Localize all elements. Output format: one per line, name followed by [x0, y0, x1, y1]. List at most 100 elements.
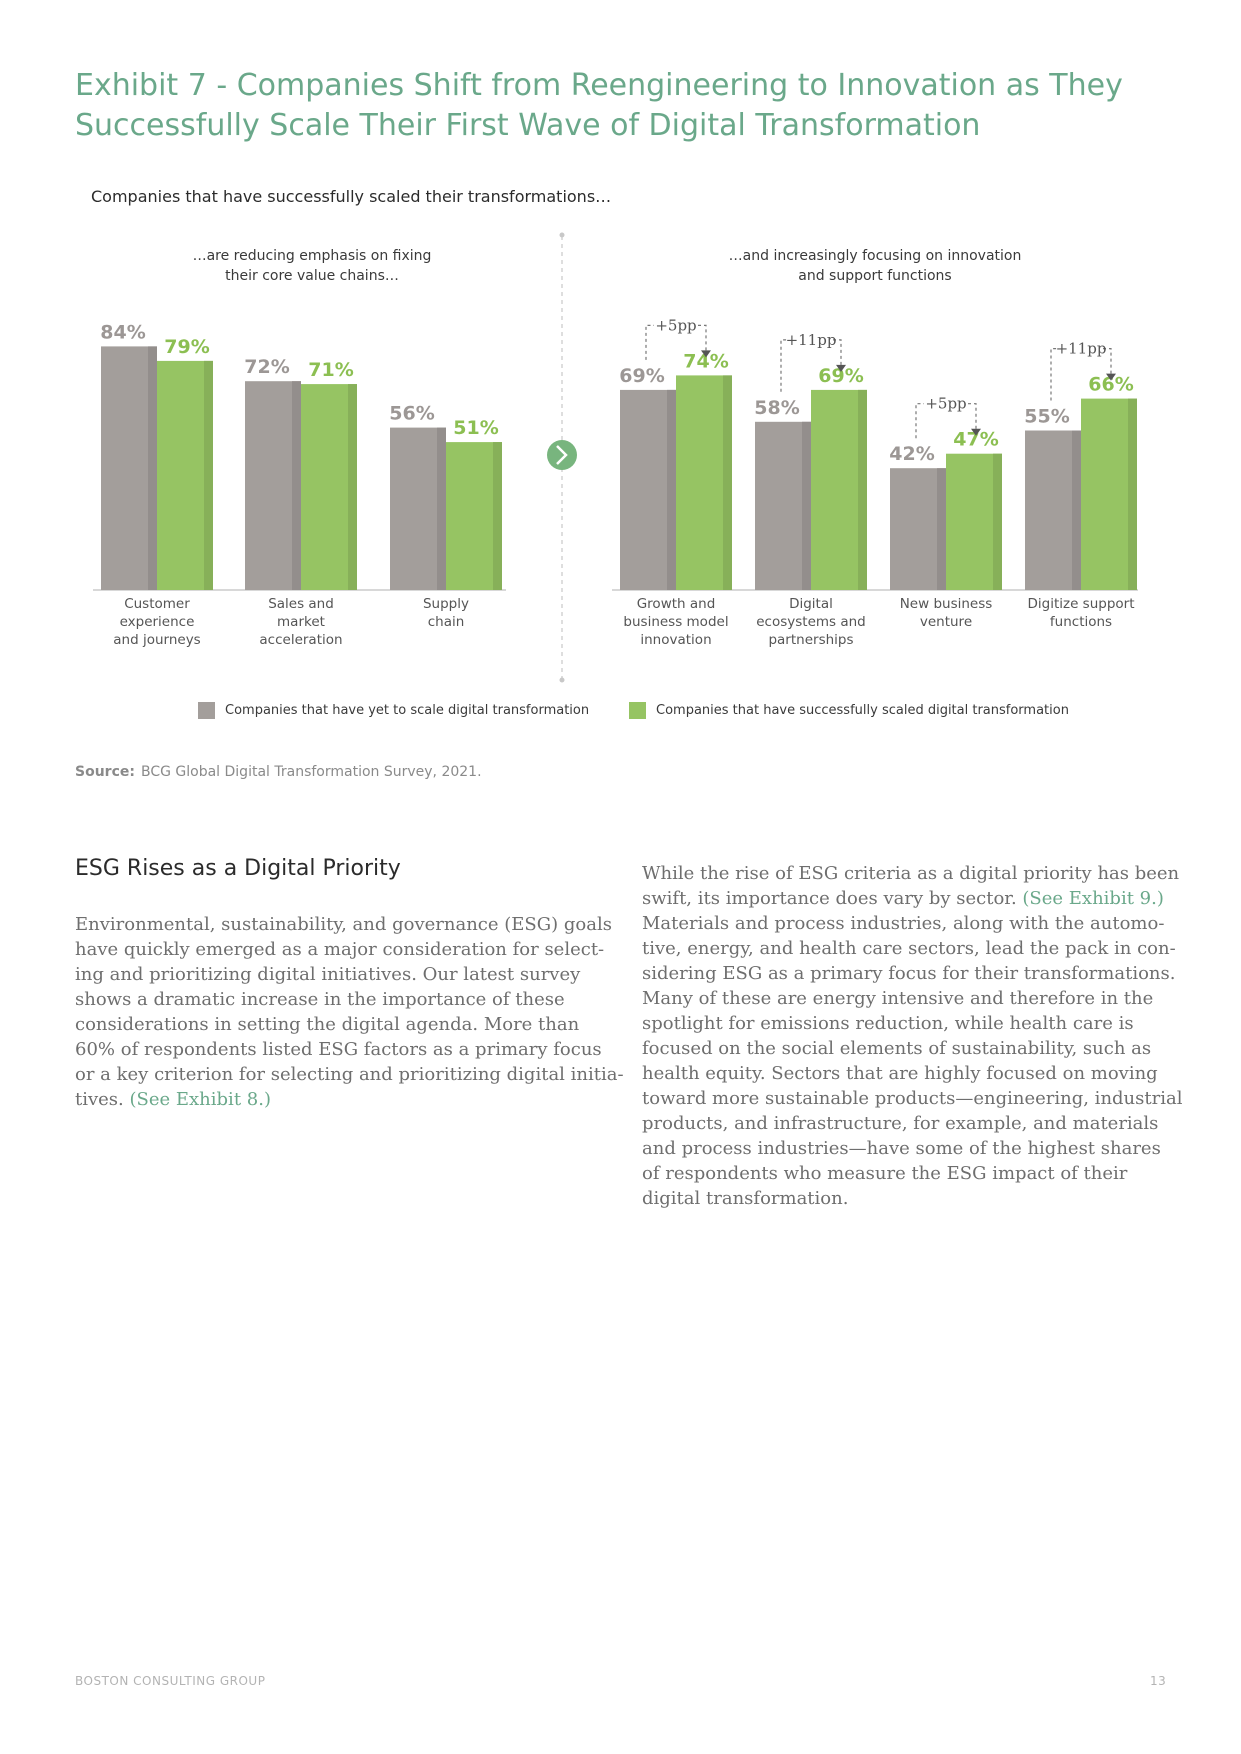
- left-panel-subtitle-line-1: …are reducing emphasis on fixing: [192, 248, 432, 264]
- category-label: market: [277, 614, 325, 630]
- annotation-bracket-right: [833, 339, 842, 366]
- right-line: Materials and process industries, along …: [642, 913, 1165, 934]
- data-label: 55%: [1024, 406, 1069, 428]
- source-text: BCG Global Digital Transformation Survey…: [140, 764, 482, 780]
- annotation-arrow-icon: [1106, 373, 1116, 381]
- right-line: of respondents who measure the ESG impac…: [642, 1163, 1128, 1184]
- exhibit-title-line-2: Successfully Scale Their First Wave of D…: [75, 108, 981, 143]
- bar-yet-to-scale: [890, 468, 946, 590]
- category-label: experience: [120, 614, 195, 630]
- right-line: focused on the social elements of sustai…: [642, 1038, 1152, 1059]
- data-label: 69%: [818, 365, 863, 387]
- page-number: 13: [1150, 1674, 1167, 1688]
- transition-arrow-icon: [547, 440, 577, 470]
- legend-swatch-gray: [198, 702, 215, 719]
- right-column-text: While the rise of ESG criteria as a digi…: [642, 861, 1182, 1211]
- data-label: 84%: [100, 321, 145, 343]
- category-label: New business: [900, 596, 993, 612]
- annotation-arrow-icon: [701, 350, 711, 358]
- bar-shade: [493, 442, 502, 590]
- category-label: venture: [920, 614, 972, 630]
- legend-item-yet-to-scale: Companies that have yet to scale digital…: [198, 702, 589, 719]
- data-label: 72%: [244, 356, 289, 378]
- source-note: Source: BCG Global Digital Transformation…: [75, 764, 482, 780]
- section-heading: ESG Rises as a Digital Priority: [75, 856, 401, 881]
- divider-dot-bottom: [559, 677, 565, 683]
- exhibit-title: Exhibit 7 - Companies Shift from Reengin…: [75, 66, 1175, 146]
- bar-yet-to-scale: [755, 421, 811, 590]
- right-panel-subtitle-line-2: and support functions: [798, 268, 952, 284]
- annotation-bracket-right: [1103, 348, 1112, 375]
- left-line: shows a dramatic increase in the importa…: [75, 989, 565, 1010]
- annotation-label: +11pp: [1056, 340, 1107, 358]
- footer-brand: BOSTON CONSULTING GROUP: [75, 1674, 266, 1688]
- annotation-bracket-right: [968, 403, 977, 430]
- data-label: 79%: [164, 336, 209, 358]
- annotation-arrow-icon: [836, 364, 846, 372]
- category-label: business model: [623, 614, 728, 630]
- category-label: Digital: [789, 596, 833, 612]
- bar-shade: [858, 389, 867, 590]
- category-label: chain: [428, 614, 465, 630]
- left-line: ing and prioritizing digital initiatives…: [75, 964, 581, 985]
- left-line: have quickly emerged as a major consider…: [75, 939, 605, 960]
- data-label: 58%: [754, 397, 799, 419]
- bar-shade: [802, 421, 811, 590]
- category-label: Growth and: [637, 596, 716, 612]
- legend-label-scaled: Companies that have successfully scaled …: [656, 703, 1069, 718]
- chart-subtitle: Companies that have successfully scaled …: [91, 187, 612, 206]
- category-label: innovation: [640, 632, 711, 648]
- right-line: spotlight for emissions reduction, while…: [642, 1013, 1134, 1034]
- data-label: 51%: [453, 417, 498, 439]
- right-line-2-text: swift, its importance does vary by secto…: [642, 888, 1017, 909]
- bar-scaled: [301, 384, 357, 590]
- annotation-label: +5pp: [655, 316, 696, 334]
- category-label: Supply: [423, 596, 469, 612]
- bar-shade: [667, 389, 676, 590]
- data-label: 47%: [953, 429, 998, 451]
- bar-chart: 84% 79% Customer experience and journeys 72% 7…: [93, 232, 1138, 683]
- data-label: 56%: [389, 403, 434, 425]
- right-line: digital transformation.: [642, 1188, 849, 1209]
- legend-swatch-green: [629, 702, 646, 719]
- right-panel-subtitle: …and increasingly focusing on innovation…: [685, 246, 1065, 286]
- source-label: Source:: [75, 764, 135, 780]
- bar-shade: [723, 375, 732, 590]
- right-line: While the rise of ESG criteria as a digi…: [642, 863, 1180, 884]
- bar-shade: [348, 384, 357, 590]
- category-label: Customer: [124, 596, 190, 612]
- bar-scaled: [446, 442, 502, 590]
- left-line-last-text: tives.: [75, 1089, 124, 1110]
- data-label: 71%: [308, 359, 353, 381]
- bar-shade: [993, 453, 1002, 590]
- legend-label-yet-to-scale: Companies that have yet to scale digital…: [225, 703, 590, 718]
- exhibit-8-link[interactable]: (See Exhibit 8.): [129, 1089, 271, 1110]
- category-label: and journeys: [113, 632, 200, 648]
- right-line: tive, energy, and health care sectors, l…: [642, 938, 1176, 959]
- left-line-last: tives. (See Exhibit 8.): [75, 1087, 624, 1112]
- annotation-bracket-left: [915, 403, 924, 439]
- data-label: 42%: [889, 443, 934, 465]
- exhibit-title-line-1: Exhibit 7 - Companies Shift from Reengin…: [75, 68, 1123, 103]
- category-label: acceleration: [259, 632, 342, 648]
- right-line-with-link: swift, its importance does vary by secto…: [642, 886, 1182, 911]
- exhibit-9-link[interactable]: (See Exhibit 9.): [1022, 888, 1164, 909]
- bar-shade: [292, 381, 301, 590]
- bar-yet-to-scale: [101, 346, 157, 590]
- bar-yet-to-scale: [620, 389, 676, 590]
- left-panel-subtitle: …are reducing emphasis on fixing their c…: [122, 246, 502, 286]
- bar-shade: [437, 427, 446, 590]
- bar-yet-to-scale: [1025, 430, 1081, 590]
- legend-item-scaled: Companies that have successfully scaled …: [629, 702, 1069, 719]
- left-panel-subtitle-line-2: their core value chains…: [225, 268, 399, 284]
- bar-yet-to-scale: [245, 381, 301, 590]
- left-column-text: Environmental, sustainability, and gover…: [75, 912, 624, 1112]
- right-line: toward more sustainable products—enginee…: [642, 1088, 1183, 1109]
- bar-shade: [1072, 430, 1081, 590]
- annotation-bracket-right: [698, 324, 707, 352]
- category-label: ecosystems and: [756, 614, 866, 630]
- data-label: 69%: [619, 365, 664, 387]
- left-line: 60% of respondents listed ESG factors as…: [75, 1039, 602, 1060]
- category-label: functions: [1050, 614, 1112, 630]
- divider-dot-top: [559, 232, 565, 238]
